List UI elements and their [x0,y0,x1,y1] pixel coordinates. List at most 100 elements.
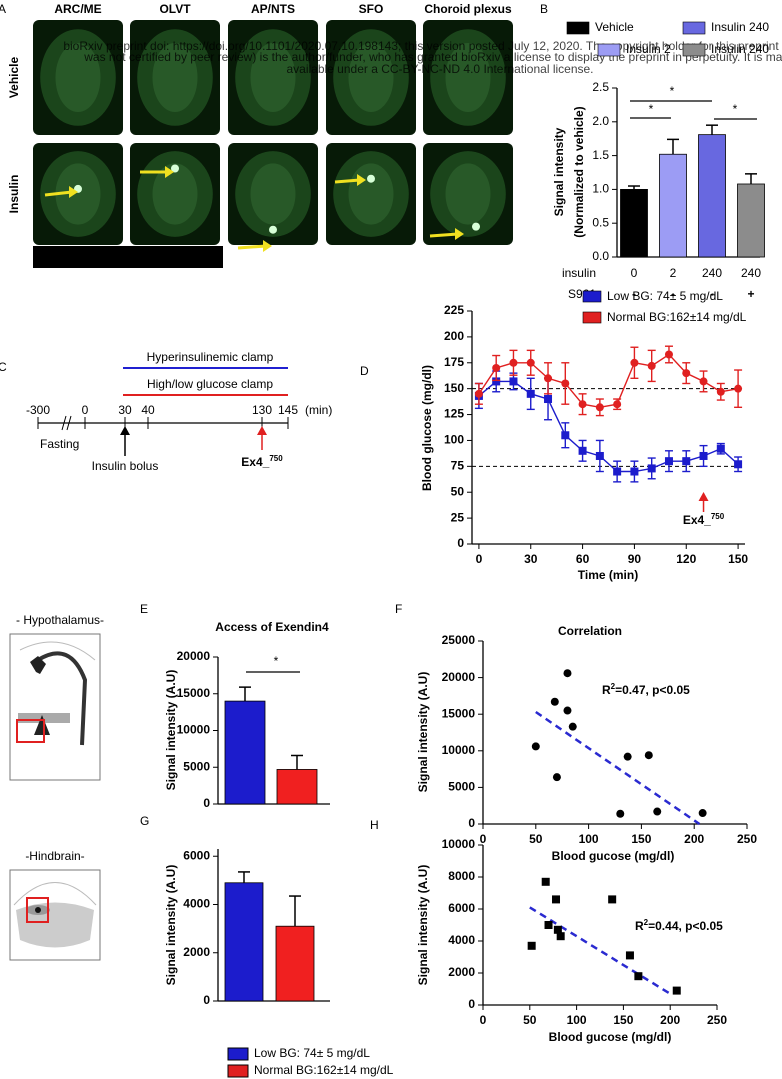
point [579,400,587,408]
y-tick-label: 6000 [183,848,210,862]
legend-swatch [598,44,620,56]
brain-inner [251,163,296,224]
x-tick-label: 100 [567,1013,587,1027]
bolus-label: Insulin bolus [92,459,159,473]
annotation-main: Ex4_ [683,513,711,527]
arrow [430,234,458,236]
timeline-tick-label: 40 [141,403,155,417]
x-tick-label: 2 [670,266,677,280]
y-axis-label: Signal intensity (A.U) [416,865,430,986]
y-tick-label: 0 [468,997,475,1011]
panel-label: B [540,2,548,16]
x-tick-label: 100 [579,832,599,846]
legend-label: Low BG: 74± 5 mg/dL [254,1046,370,1060]
significance: * [274,654,279,668]
point [608,895,616,903]
point [699,809,707,817]
point [544,374,552,382]
y-axis-label: Signal intensity (A.U) [164,865,178,986]
point [552,895,560,903]
legend-label: Low BG: 74± 5 mg/dL [607,289,723,303]
row-label: Insulin [7,175,21,214]
series-line [479,381,738,471]
timeline-tick-label: 0 [82,403,89,417]
annotation: R2=0.44, p<0.05 [635,918,723,934]
y-tick-label: 0 [203,796,210,810]
y-tick-label: 0 [457,536,464,550]
annotation-main: R [602,683,611,697]
legend-label: Vehicle [595,20,634,34]
legend-swatch [583,312,601,323]
y-tick-label: 100 [444,433,464,447]
y-tick-label: 2.0 [592,114,609,128]
point [613,468,621,476]
signal [472,223,480,231]
x-tick-label: 200 [660,1013,680,1027]
x-tick-label: 150 [631,832,651,846]
row-label: Vehicle [7,57,21,99]
y-tick-label: 1.5 [592,148,609,162]
point [648,362,656,370]
point [673,987,681,995]
point [509,377,517,385]
bar [660,154,687,257]
x-tick-label: 0 [480,1013,487,1027]
y-tick-label: 2000 [183,945,210,959]
x-tick-label: 240 [741,266,761,280]
y-tick-label: 8000 [448,869,475,883]
legend-label: Normal BG:162±14 mg/dL [254,1063,394,1077]
y-tick-label: 50 [451,484,465,498]
bar [621,189,648,257]
y-tick-label: 0.0 [592,249,609,263]
y-axis-label: Signal intensity (A.U) [416,672,430,793]
chart-title: Access of Exendin4 [215,620,329,634]
y-tick-label: 20000 [442,670,476,684]
column-label: OLVT [159,2,191,16]
annotation-rest: =0.47, p<0.05 [615,683,690,697]
legend-swatch [583,291,601,302]
point [734,385,742,393]
point [545,921,553,929]
point [492,364,500,372]
annotation: R2=0.47, p<0.05 [602,682,690,698]
point [561,379,569,387]
bar [225,701,265,804]
point [561,431,569,439]
point [717,445,725,453]
panel-label: G [140,814,149,828]
x-tick-label: 0 [476,552,483,566]
injection-label-main: Ex4_ [241,455,269,469]
watermark: available under a CC-BY-NC-ND 4.0 Intern… [286,62,593,76]
y-tick-label: 150 [444,381,464,395]
point [613,400,621,408]
significance: * [733,102,738,116]
column-label: SFO [359,2,384,16]
ap [35,907,41,913]
x-tick-label-2: + [747,287,754,301]
x-tick-label: 150 [728,552,748,566]
y-axis-label: Signal intensity (A.U) [164,670,178,791]
schematic-label: -Hindbrain- [25,849,84,863]
clamp-label: Hyperinsulinemic clamp [147,350,274,364]
panel-label: C [0,360,7,374]
y-tick-label: 25 [451,510,465,524]
point [626,951,634,959]
clamp-label: High/low glucose clamp [147,377,273,391]
row-label: insulin [562,266,596,280]
legend-exendin-sup: 750 [192,248,206,257]
y-axis-label: Blood glucose (mg/dl) [420,365,434,491]
point [648,464,656,472]
y-axis-label: Signal intensity [552,127,566,216]
point [532,742,540,750]
x-tick-label: 30 [524,552,538,566]
series-line [479,354,738,407]
y-tick-label: 5000 [448,780,475,794]
panel-label: H [370,818,379,832]
point [634,972,642,980]
y-tick-label: 10000 [442,743,476,757]
y-tick-label: 15000 [177,686,211,700]
point [700,377,708,385]
point [682,457,690,465]
bar [738,184,765,257]
